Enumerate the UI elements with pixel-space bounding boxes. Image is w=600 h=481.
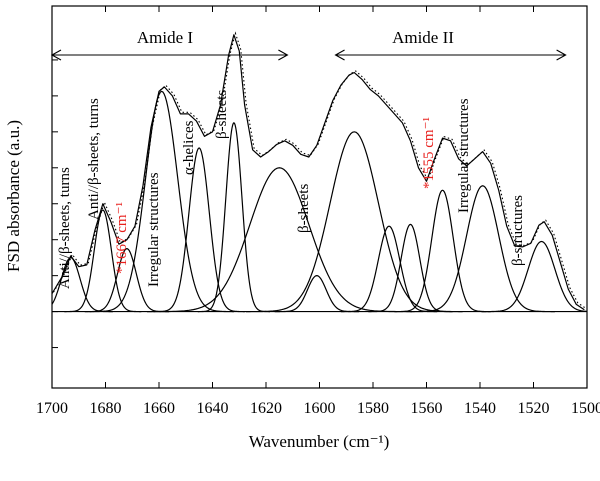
annotation-1667: *1667 cm⁻¹ [114,202,130,274]
x-tick-label: 1520 [518,400,550,417]
x-tick-label: 1600 [304,400,336,417]
x-tick-label: 1560 [411,400,443,417]
annotation-beta-sheets-1: β-sheets [214,90,230,139]
x-tick-label: 1620 [250,400,282,417]
annotation-alpha-helices: α-helices [181,120,197,175]
annotation-irregular-1: Irregular structures [146,172,162,287]
component-band [481,240,588,313]
x-tick-label: 1500 [571,400,600,417]
plot-frame [51,5,588,389]
envelope-curves [51,31,587,311]
component-band [153,147,245,313]
x-tick-label: 1580 [357,400,389,417]
component-band [245,131,463,313]
region-label-amide-i: Amide I [137,28,194,47]
annotation-irregular-2: Irregular structures [456,98,472,213]
component-band [394,189,491,313]
region-label-amide-ii: Amide II [392,28,454,47]
component-band [274,275,359,313]
axis-ticks [51,6,588,388]
gaussian-components [51,90,588,313]
component-band [340,225,438,313]
component-band [410,185,555,313]
region-arrow-head-left [334,49,345,61]
region-arrows [50,49,567,61]
annotation-1555: *1555 cm⁻¹ [421,117,437,189]
x-tick-label: 1540 [464,400,496,417]
x-tick-label: 1640 [197,400,229,417]
component-band [146,167,412,313]
annotation-beta-structures: β-structures [510,195,526,266]
x-tick-label: 1680 [90,400,122,417]
component-band [368,223,453,313]
y-axis-label: FSD absorbance (a.u.) [4,120,23,272]
region-arrow-head-right [278,49,289,61]
fitted-envelope-line [51,34,585,311]
annotation-anti-beta-2: Anti//β-sheets, turns [86,98,102,220]
x-axis-label: Wavenumber (cm⁻¹) [249,432,390,451]
region-arrow-head-left [50,49,62,61]
x-tick-label: 1660 [143,400,175,417]
annotation-beta-sheets-2: β-sheets [296,184,312,233]
annotation-anti-beta-1: Anti//β-sheets, turns [57,167,73,289]
component-band [197,122,271,313]
x-tick-labels: 1700 1680 1660 1640 1620 1600 1580 1560 1540 1520… [36,400,600,417]
region-arrow-head-right [556,49,567,61]
measured-spectrum-line [53,31,587,309]
x-tick-label: 1700 [36,400,68,417]
component-band [64,209,142,313]
